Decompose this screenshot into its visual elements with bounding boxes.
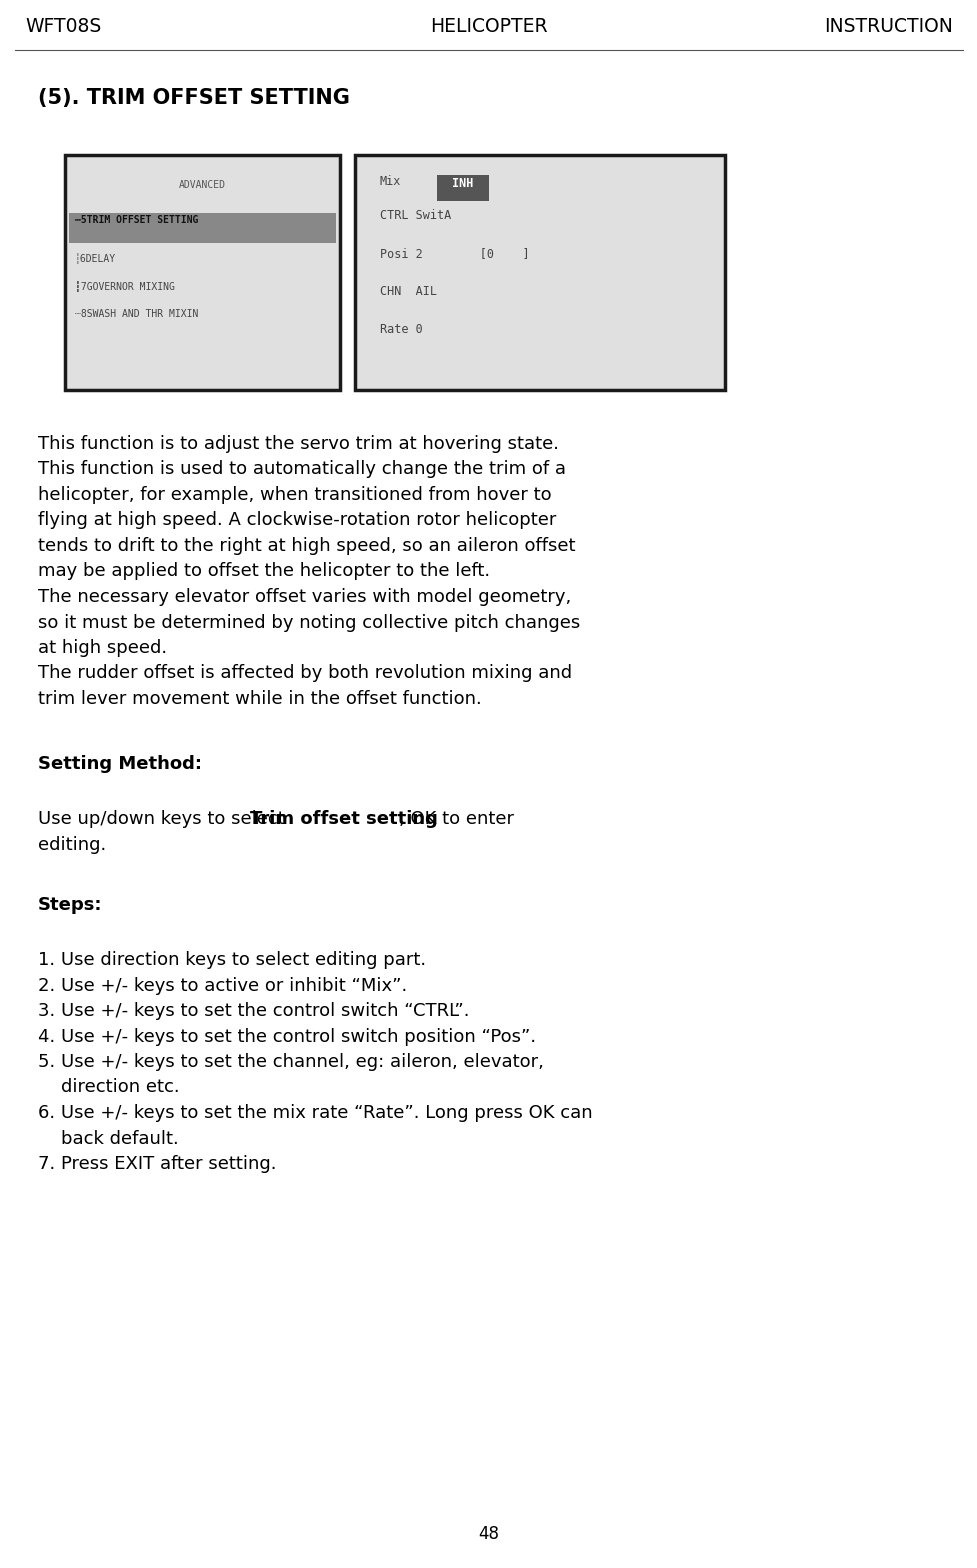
Text: Posi 2        [0    ]: Posi 2 [0 ] xyxy=(380,248,530,260)
Text: WFT08S: WFT08S xyxy=(25,17,102,36)
Text: INSTRUCTION: INSTRUCTION xyxy=(824,17,952,36)
Text: The rudder offset is affected by both revolution mixing and: The rudder offset is affected by both re… xyxy=(38,665,572,682)
Text: , OK to enter: , OK to enter xyxy=(399,811,514,828)
Text: may be applied to offset the helicopter to the left.: may be applied to offset the helicopter … xyxy=(38,563,489,580)
Text: direction etc.: direction etc. xyxy=(38,1079,180,1096)
Text: so it must be determined by noting collective pitch changes: so it must be determined by noting colle… xyxy=(38,613,579,632)
Text: at high speed.: at high speed. xyxy=(38,640,167,657)
Text: Rate 0: Rate 0 xyxy=(380,323,422,336)
Text: Use up/down keys to select: Use up/down keys to select xyxy=(38,811,290,828)
Text: This function is used to automatically change the trim of a: This function is used to automatically c… xyxy=(38,461,566,478)
Text: tends to drift to the right at high speed, so an aileron offset: tends to drift to the right at high spee… xyxy=(38,536,574,555)
Text: 4. Use +/- keys to set the control switch position “Pos”.: 4. Use +/- keys to set the control switc… xyxy=(38,1027,535,1046)
FancyBboxPatch shape xyxy=(69,213,336,243)
Text: helicopter, for example, when transitioned from hover to: helicopter, for example, when transition… xyxy=(38,486,551,503)
Text: 5. Use +/- keys to set the channel, eg: aileron, elevator,: 5. Use +/- keys to set the channel, eg: … xyxy=(38,1054,543,1071)
Text: The necessary elevator offset varies with model geometry,: The necessary elevator offset varies wit… xyxy=(38,588,571,605)
Text: 2. Use +/- keys to active or inhibit “Mix”.: 2. Use +/- keys to active or inhibit “Mi… xyxy=(38,977,406,994)
Text: Setting Method:: Setting Method: xyxy=(38,756,202,773)
FancyBboxPatch shape xyxy=(64,155,340,390)
Text: CTRL SwitA: CTRL SwitA xyxy=(380,209,450,223)
Text: This function is to adjust the servo trim at hovering state.: This function is to adjust the servo tri… xyxy=(38,434,559,453)
Text: 1. Use direction keys to select editing part.: 1. Use direction keys to select editing … xyxy=(38,952,426,969)
Text: flying at high speed. A clockwise-rotation rotor helicopter: flying at high speed. A clockwise-rotati… xyxy=(38,511,556,530)
Text: ADVANCED: ADVANCED xyxy=(179,180,226,190)
Text: ┆6DELAY: ┆6DELAY xyxy=(75,252,116,263)
Text: 48: 48 xyxy=(478,1526,499,1543)
Text: CHN  AIL: CHN AIL xyxy=(380,285,437,298)
Text: (5). TRIM OFFSET SETTING: (5). TRIM OFFSET SETTING xyxy=(38,88,350,108)
Text: INH: INH xyxy=(451,177,473,190)
FancyBboxPatch shape xyxy=(437,176,488,201)
Text: 3. Use +/- keys to set the control switch “CTRL”.: 3. Use +/- keys to set the control switc… xyxy=(38,1002,469,1021)
Text: 7. Press EXIT after setting.: 7. Press EXIT after setting. xyxy=(38,1156,276,1173)
Text: back default.: back default. xyxy=(38,1129,179,1148)
Text: ┅5TRIM OFFSET SETTING: ┅5TRIM OFFSET SETTING xyxy=(75,215,198,224)
Text: HELICOPTER: HELICOPTER xyxy=(430,17,547,36)
Text: 6. Use +/- keys to set the mix rate “Rate”. Long press OK can: 6. Use +/- keys to set the mix rate “Rat… xyxy=(38,1104,592,1123)
Text: Mix: Mix xyxy=(380,176,401,188)
Text: ┇7GOVERNOR MIXING: ┇7GOVERNOR MIXING xyxy=(75,281,175,292)
Text: trim lever movement while in the offset function.: trim lever movement while in the offset … xyxy=(38,690,482,709)
Text: Trim offset setting: Trim offset setting xyxy=(250,811,438,828)
Text: ┈8SWASH AND THR MIXIN: ┈8SWASH AND THR MIXIN xyxy=(75,309,198,318)
FancyBboxPatch shape xyxy=(355,155,724,390)
Text: Steps:: Steps: xyxy=(38,895,103,914)
Text: editing.: editing. xyxy=(38,836,106,853)
